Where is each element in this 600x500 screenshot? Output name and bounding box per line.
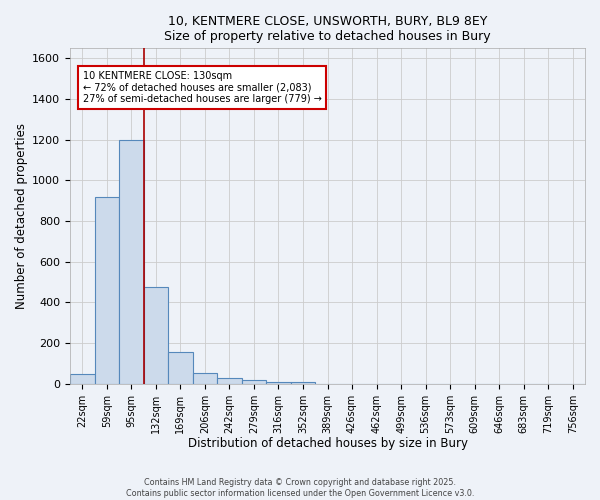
Text: 10 KENTMERE CLOSE: 130sqm
← 72% of detached houses are smaller (2,083)
27% of se: 10 KENTMERE CLOSE: 130sqm ← 72% of detac… bbox=[83, 70, 322, 104]
X-axis label: Distribution of detached houses by size in Bury: Distribution of detached houses by size … bbox=[188, 437, 467, 450]
Bar bbox=[119, 140, 143, 384]
Bar bbox=[168, 352, 193, 384]
Bar bbox=[242, 380, 266, 384]
Bar bbox=[70, 374, 95, 384]
Title: 10, KENTMERE CLOSE, UNSWORTH, BURY, BL9 8EY
Size of property relative to detache: 10, KENTMERE CLOSE, UNSWORTH, BURY, BL9 … bbox=[164, 15, 491, 43]
Bar bbox=[217, 378, 242, 384]
Bar bbox=[143, 287, 168, 384]
Y-axis label: Number of detached properties: Number of detached properties bbox=[15, 123, 28, 309]
Bar bbox=[193, 372, 217, 384]
Bar bbox=[291, 382, 315, 384]
Text: Contains HM Land Registry data © Crown copyright and database right 2025.
Contai: Contains HM Land Registry data © Crown c… bbox=[126, 478, 474, 498]
Bar bbox=[95, 196, 119, 384]
Bar bbox=[266, 382, 291, 384]
